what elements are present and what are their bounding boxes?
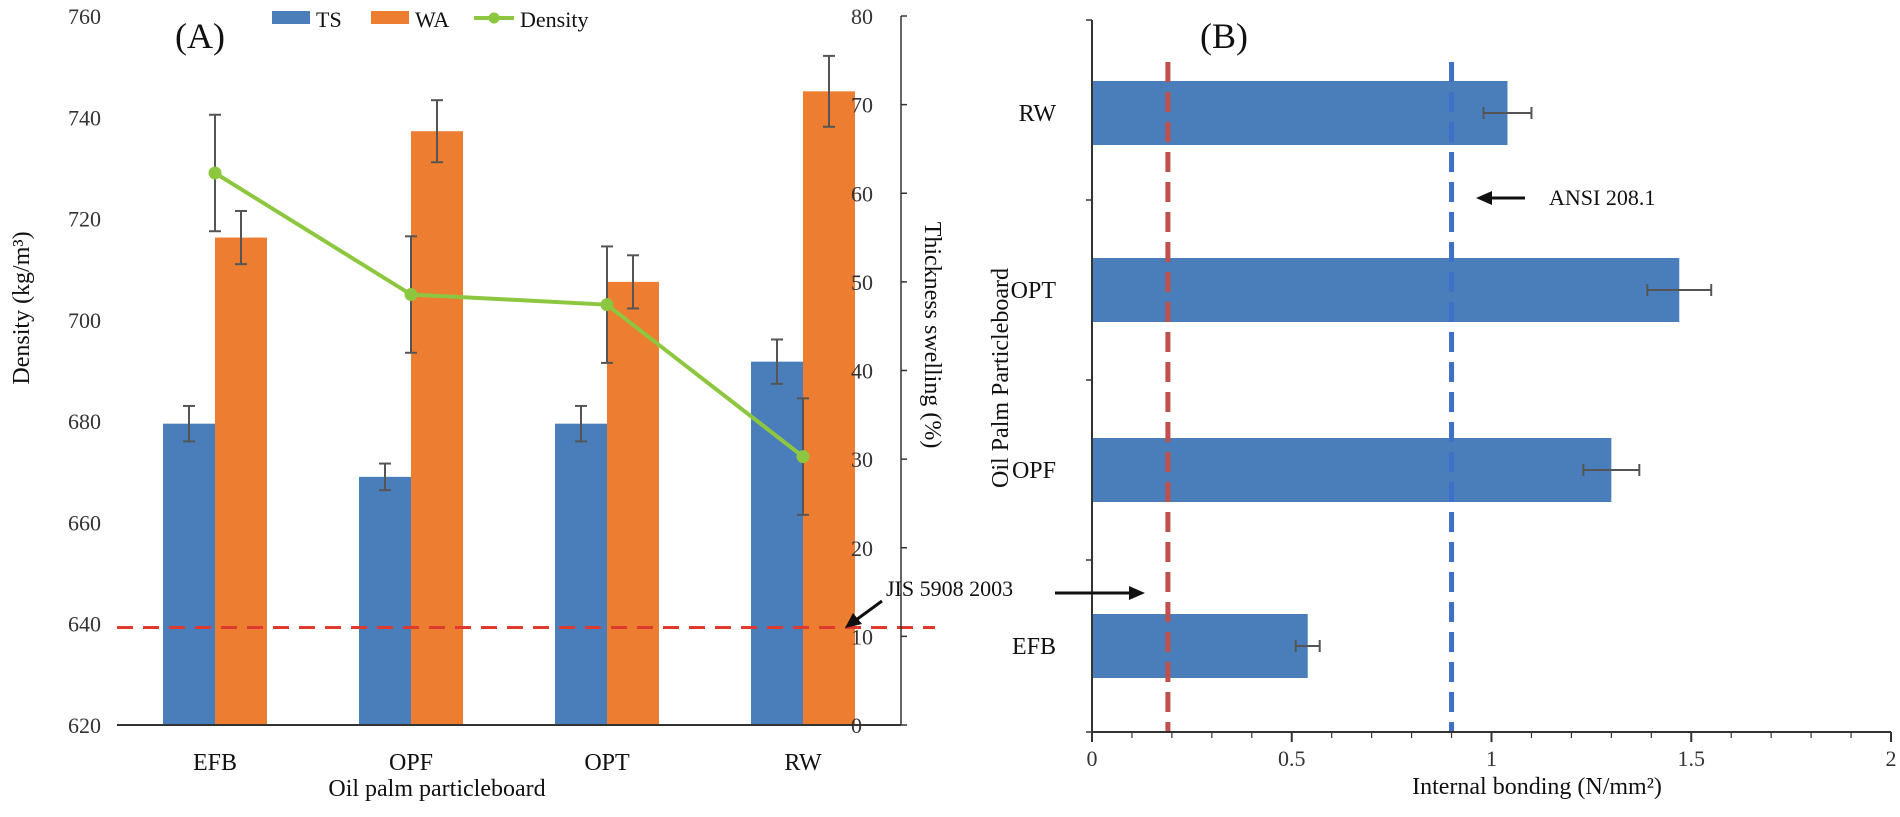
bar-wa-efb xyxy=(215,237,267,725)
x-tick-label-opf: OPF xyxy=(389,750,433,776)
panel-b-y-axis-label: Oil Palm Particleboard xyxy=(988,268,1014,488)
y-tick-label-720: 720 xyxy=(68,207,101,232)
panel-a-density-line xyxy=(208,113,810,516)
y2-tick-label-20: 20 xyxy=(851,536,873,561)
panel-a-reference-annotation: JIS 5908 2003 xyxy=(886,576,1013,601)
panel-a-y-axis-label: Density (kg/m³) xyxy=(9,231,35,384)
panel-a-y2-axis-label: Thickness swelling (%) xyxy=(919,222,945,449)
y-tick-label-620: 620 xyxy=(68,713,101,738)
y-tick-label-rw: RW xyxy=(1019,101,1057,127)
y-tick-label-660: 660 xyxy=(68,510,101,535)
panel-a: EFB OPF OPT RW 620 640 660 680 700 720 740 760 0 10 20… xyxy=(9,4,1013,802)
y-tick-label-640: 640 xyxy=(68,612,101,637)
x-tick-label-1.5: 1.5 xyxy=(1678,746,1706,771)
panel-b-axes xyxy=(1086,19,1892,742)
legend-marker-density xyxy=(488,12,500,24)
panel-b-label: (B) xyxy=(1200,16,1248,56)
x-tick-label-0.5: 0.5 xyxy=(1278,746,1306,771)
y2-tick-label-70: 70 xyxy=(851,93,873,118)
y-tick-label-700: 700 xyxy=(68,308,101,333)
y2-tick-label-60: 60 xyxy=(851,181,873,206)
bar-wa-opf xyxy=(411,131,463,725)
x-tick-label-opt: OPT xyxy=(584,750,630,776)
density-line xyxy=(213,171,805,459)
y2-tick-label-40: 40 xyxy=(851,359,873,384)
bar-wa-rw xyxy=(803,91,855,726)
y2-tick-label-30: 30 xyxy=(851,447,873,472)
y-tick-label-760: 760 xyxy=(68,4,101,29)
legend-label-density: Density xyxy=(520,7,588,32)
x-tick-label-1: 1 xyxy=(1486,746,1497,771)
panel-b-bars xyxy=(1092,81,1713,678)
y-tick-label-efb: EFB xyxy=(1012,634,1056,660)
panel-b-reference-lines xyxy=(1165,62,1455,732)
y-tick-label-680: 680 xyxy=(68,409,101,434)
panel-b: EFB OPF OPT RW 0 0.5 1 1.5 2 (B) Oil Palm Partic… xyxy=(988,16,1897,800)
x-tick-label-rw: RW xyxy=(784,750,822,776)
density-point-opt xyxy=(600,298,614,312)
panel-a-label: (A) xyxy=(175,16,225,56)
bar-ts-opt xyxy=(555,423,607,725)
x-tick-label-2: 2 xyxy=(1886,746,1897,771)
density-point-rw xyxy=(796,450,810,464)
y2-tick-label-80: 80 xyxy=(851,4,873,29)
legend-swatch-wa xyxy=(371,11,409,24)
bar-ib-efb xyxy=(1092,614,1308,678)
legend-swatch-ts xyxy=(272,11,310,24)
y2-tick-label-50: 50 xyxy=(851,270,873,295)
panel-a-annotation-arrow-head xyxy=(845,613,862,628)
legend-label-ts: TS xyxy=(316,7,342,32)
bar-ib-rw xyxy=(1092,81,1508,145)
bar-wa-opt xyxy=(607,281,659,725)
panel-b-ansi-arrow-head xyxy=(1476,191,1492,205)
panel-b-x-axis-label: Internal bonding (N/mm²) xyxy=(1412,774,1662,800)
x-tick-label-0: 0 xyxy=(1087,746,1098,771)
panel-a-legend: TS WA Density xyxy=(272,7,588,32)
panel-a-annotation-arrow-shaft xyxy=(855,599,883,622)
legend-label-wa: WA xyxy=(415,7,449,32)
panel-a-x-axis-label: Oil palm particleboard xyxy=(328,776,545,802)
panel-b-ticks: EFB OPF OPT RW 0 0.5 1 1.5 2 xyxy=(1011,101,1897,771)
panel-a-ticks: EFB OPF OPT RW 620 640 660 680 700 720 740 760 0 10 20… xyxy=(68,4,907,776)
y2-tick-label-0: 0 xyxy=(851,713,862,738)
y2-tick-label-10: 10 xyxy=(851,624,873,649)
bar-ts-efb xyxy=(163,423,215,725)
x-tick-label-efb: EFB xyxy=(193,750,237,776)
panel-b-jis-arrow-head xyxy=(1129,586,1145,600)
bar-ts-rw xyxy=(751,361,803,725)
density-point-efb xyxy=(208,166,222,180)
bar-ib-opt xyxy=(1092,258,1680,322)
bar-ts-opf xyxy=(359,476,411,725)
y-tick-label-opf: OPF xyxy=(1012,458,1056,484)
panel-b-ansi-annotation: ANSI 208.1 xyxy=(1549,185,1655,210)
bar-ib-opf xyxy=(1092,438,1612,502)
density-point-opf xyxy=(404,288,418,302)
y-tick-label-740: 740 xyxy=(68,105,101,130)
panel-a-bars xyxy=(163,54,855,726)
y-tick-label-opt: OPT xyxy=(1011,278,1057,304)
